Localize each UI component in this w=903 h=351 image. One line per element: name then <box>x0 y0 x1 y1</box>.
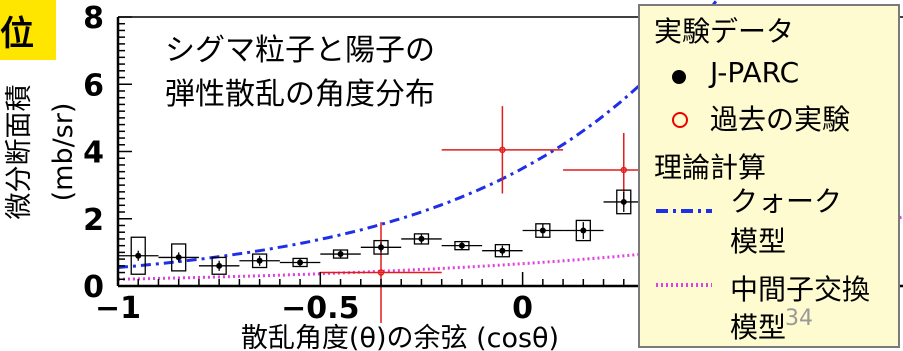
y-axis-title: 微分断面積 <box>4 85 35 220</box>
legend-header-data: 実験データ <box>654 15 795 48</box>
jparc-point <box>198 256 240 275</box>
y-tick-label: 4 <box>83 136 104 171</box>
jparc-point <box>441 240 483 251</box>
marker <box>418 235 425 242</box>
jparc-marker-icon <box>672 70 686 84</box>
legend-jparc: J-PARC <box>710 56 800 89</box>
meson-exchange-curve <box>117 215 903 281</box>
marker <box>499 247 506 254</box>
y-tick-label: 0 <box>83 270 104 305</box>
corner-badge: 位 <box>0 0 56 60</box>
marker <box>378 244 384 251</box>
y-tick-label: 6 <box>83 68 104 103</box>
legend-meson-1: 中間子交換 <box>730 273 871 306</box>
chart-title: シグマ粒子と陽子の <box>165 33 435 68</box>
marker <box>377 269 385 276</box>
x-tick-label: −1 <box>95 291 141 326</box>
jparc-point <box>279 257 321 268</box>
marker <box>175 254 182 261</box>
jparc-point <box>118 236 159 275</box>
marker <box>620 198 627 205</box>
jparc-point <box>360 239 402 255</box>
marker <box>580 227 587 234</box>
legend-quark-1: クォーク <box>730 185 843 218</box>
legend: 実験データ J-PARC 過去の実験 理論計算 クォーク 模型 中間子交換 模型 <box>638 4 900 348</box>
x-axis-title: 散乱角度(θ)の余弦 (cosθ) <box>241 323 559 351</box>
jparc-point <box>401 233 442 245</box>
quark-model-curve <box>117 0 719 269</box>
marker <box>256 257 263 264</box>
jparc-point <box>239 253 280 269</box>
jparc-point <box>563 219 604 242</box>
x-tick-label: 0 <box>512 291 533 326</box>
marker <box>297 259 304 266</box>
jparc-point <box>320 249 361 259</box>
theory-curves <box>117 0 903 281</box>
marker <box>539 227 546 234</box>
y-tick-label: 2 <box>83 203 104 238</box>
jparc-point <box>522 223 564 238</box>
marker <box>135 252 142 259</box>
past-marker-icon <box>672 112 688 128</box>
x-tick-label: −0.5 <box>281 291 359 326</box>
chart-title: 弾性散乱の角度分布 <box>165 77 435 112</box>
legend-header-theory: 理論計算 <box>654 151 767 184</box>
y-axis-title: (mb/sr) <box>48 103 79 202</box>
page-number: 34 <box>785 306 813 331</box>
legend-past: 過去の実験 <box>710 103 851 136</box>
legend-meson-2: 模型 <box>730 311 787 344</box>
marker <box>499 146 506 154</box>
marker <box>337 251 344 258</box>
jparc-point <box>603 189 644 215</box>
marker <box>620 166 628 174</box>
jparc-point <box>482 243 523 258</box>
y-tick-label: 8 <box>83 1 104 36</box>
corner-label: 位 <box>0 13 34 54</box>
marker <box>216 262 223 269</box>
meson-line-icon <box>656 283 712 287</box>
legend-quark-2: 模型 <box>730 225 787 258</box>
marker <box>458 242 465 249</box>
past-experiment-point <box>320 222 442 323</box>
quark-line-icon <box>656 209 712 213</box>
jparc-point <box>158 243 199 272</box>
past-experiment-point <box>441 106 564 194</box>
